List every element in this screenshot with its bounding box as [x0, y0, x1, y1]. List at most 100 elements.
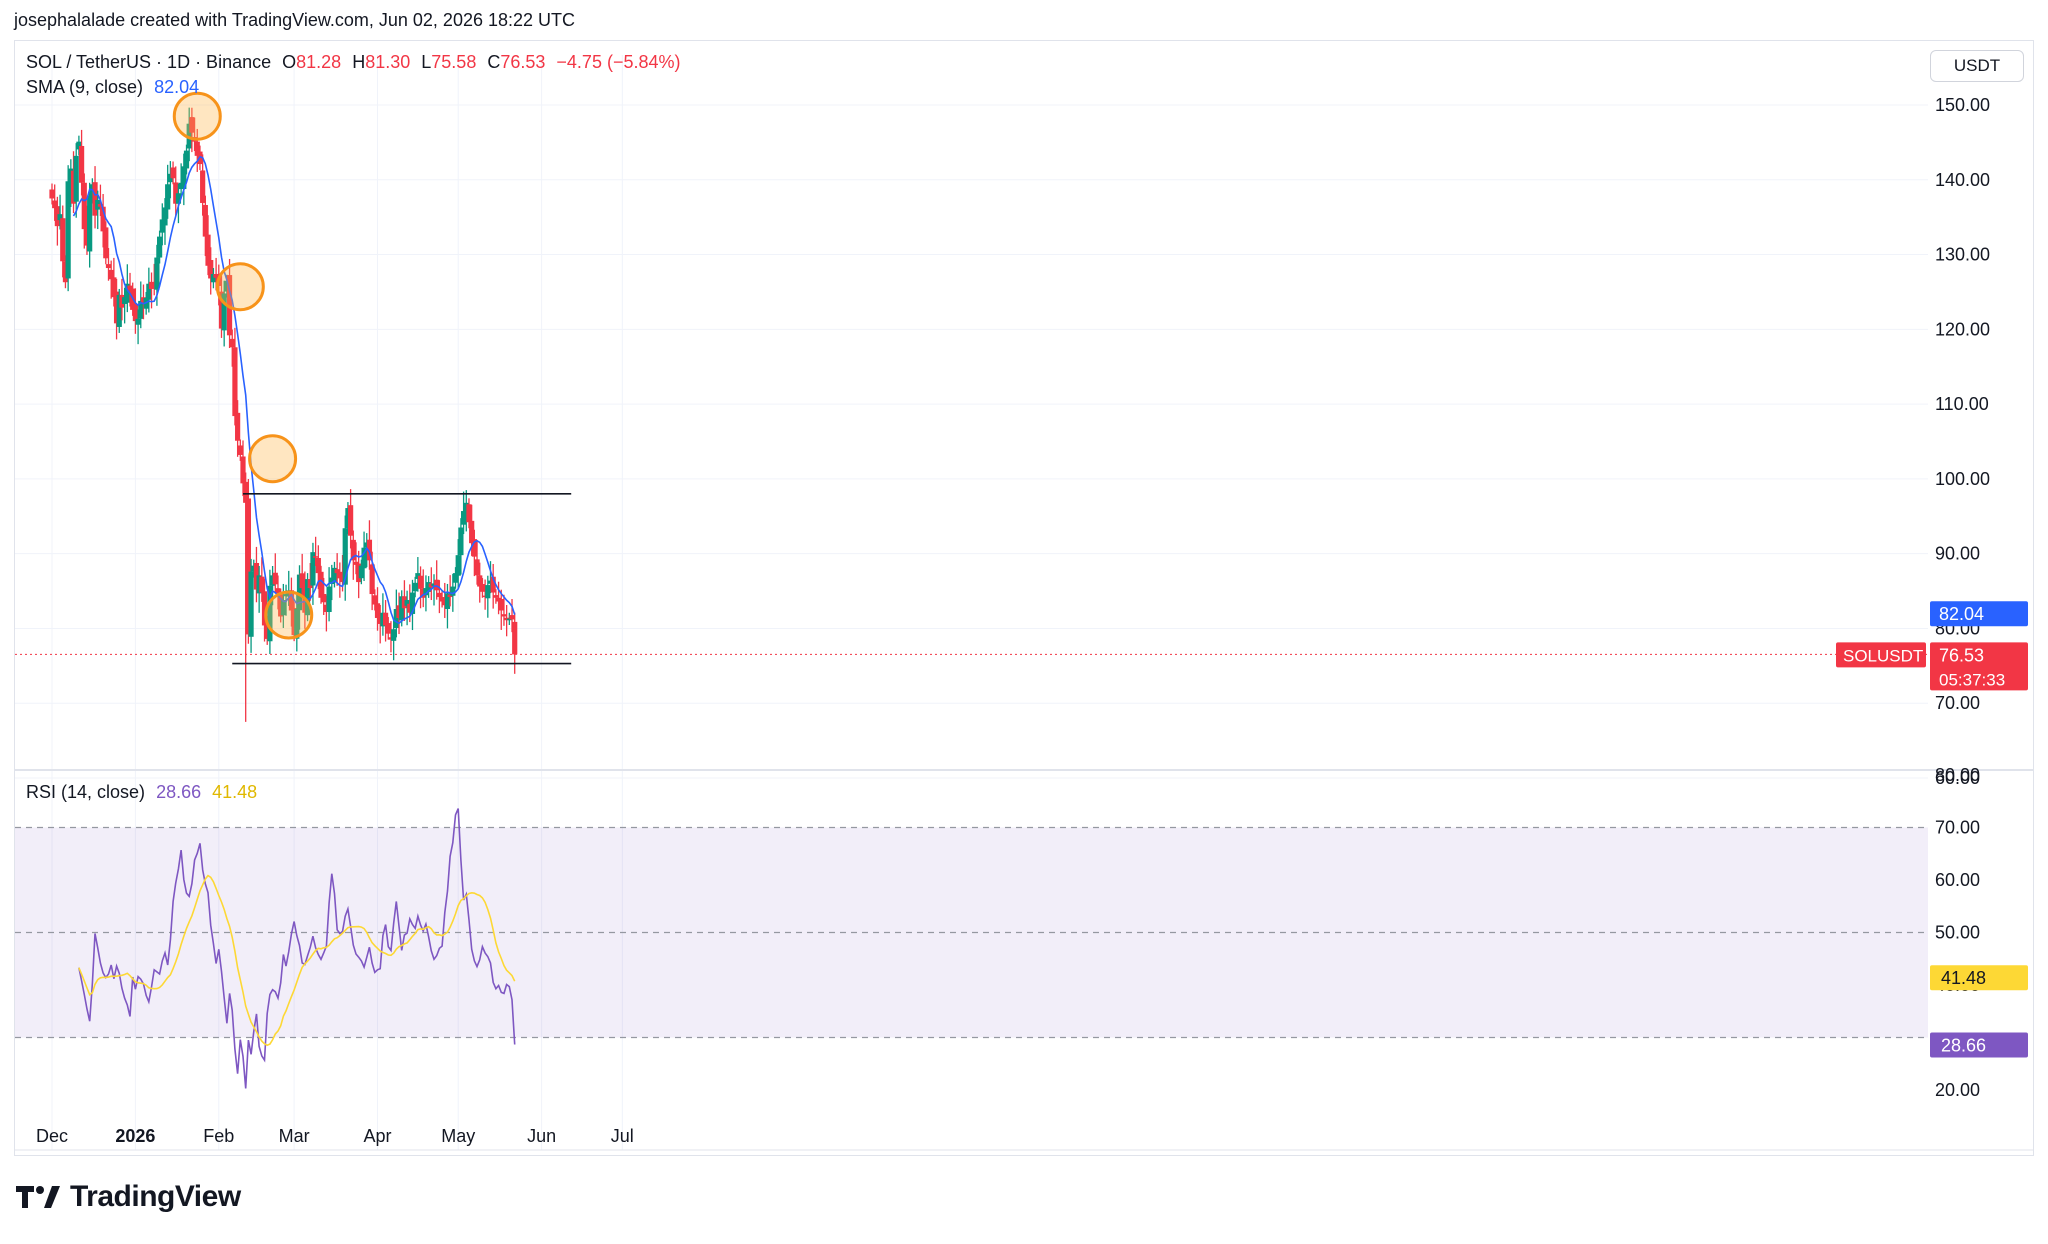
tradingview-logo[interactable]: TradingView [16, 1180, 241, 1214]
candle-body[interactable] [200, 170, 206, 203]
candle-body[interactable] [477, 575, 483, 587]
candle-body[interactable] [399, 596, 405, 621]
candle-body[interactable] [127, 285, 133, 291]
candle-body[interactable] [493, 595, 499, 598]
candle-body[interactable] [442, 599, 448, 606]
candle-body[interactable] [469, 520, 475, 544]
candle-body[interactable] [132, 304, 138, 322]
sma-line[interactable] [72, 155, 516, 625]
candle-body[interactable] [280, 600, 286, 616]
candle-body[interactable] [113, 291, 120, 324]
candle-body[interactable] [485, 585, 491, 599]
candle-body[interactable] [213, 273, 219, 278]
candle-body[interactable] [474, 559, 480, 576]
candle-body[interactable] [404, 600, 410, 606]
candle-body[interactable] [140, 297, 147, 304]
rsi-ma-line[interactable] [78, 874, 516, 1047]
candle-body[interactable] [264, 621, 270, 639]
candle-body[interactable] [348, 505, 354, 536]
candle-body[interactable] [428, 583, 434, 588]
candle-body[interactable] [122, 297, 128, 304]
candle-body[interactable] [76, 141, 82, 150]
candle-body[interactable] [334, 569, 340, 574]
candle-body[interactable] [506, 618, 512, 621]
candle-body[interactable] [105, 264, 112, 269]
highlight-circle[interactable] [172, 91, 222, 141]
candle-body[interactable] [358, 565, 364, 579]
candle-body[interactable] [103, 227, 109, 259]
candle-body[interactable] [380, 612, 386, 627]
candle-body[interactable] [444, 593, 451, 609]
candle-body[interactable] [283, 594, 289, 597]
candle-body[interactable] [60, 218, 66, 262]
candle-body[interactable] [495, 597, 502, 602]
candle-body[interactable] [291, 608, 297, 636]
candle-body[interactable] [318, 571, 324, 598]
candle-body[interactable] [226, 275, 233, 336]
highlight-circle[interactable] [248, 434, 298, 484]
candle-body[interactable] [321, 594, 327, 603]
candle-body[interactable] [490, 576, 496, 593]
candle-body[interactable] [208, 260, 214, 279]
candle-body[interactable] [388, 637, 394, 640]
candle-body[interactable] [436, 592, 442, 598]
candle-body[interactable] [165, 184, 171, 210]
candle-body[interactable] [229, 338, 235, 348]
candle-body[interactable] [412, 582, 418, 592]
candle-body[interactable] [501, 614, 507, 617]
candle-body[interactable] [224, 280, 230, 292]
candle-body[interactable] [434, 579, 440, 591]
candle-body[interactable] [331, 567, 338, 582]
candle-body[interactable] [124, 283, 130, 303]
candle-body[interactable] [81, 182, 87, 230]
candle-body[interactable] [329, 577, 335, 585]
candle-body[interactable] [415, 573, 421, 579]
candle-body[interactable] [487, 580, 494, 584]
candle-body[interactable] [181, 166, 187, 190]
candle-body[interactable] [479, 584, 486, 592]
candle-body[interactable] [138, 300, 144, 319]
candle-body[interactable] [251, 565, 257, 572]
candle-body[interactable] [350, 539, 356, 561]
candle-body[interactable] [167, 173, 173, 183]
candle-body[interactable] [374, 603, 381, 618]
highlight-circle[interactable] [215, 262, 265, 312]
candle-body[interactable] [420, 588, 426, 598]
candle-body[interactable] [396, 605, 402, 618]
candle-body[interactable] [401, 596, 408, 609]
candle-body[interactable] [269, 575, 276, 586]
candle-body[interactable] [253, 562, 260, 590]
candle-body[interactable] [364, 542, 370, 548]
symbol-label[interactable]: SOL / TetherUS · 1D · Binance [26, 52, 272, 72]
candle-body[interactable] [261, 591, 268, 626]
candle-body[interactable] [245, 498, 251, 635]
candle-body[interactable] [356, 563, 362, 583]
candle-body[interactable] [460, 511, 467, 525]
candle-body[interactable] [278, 594, 284, 617]
candle-body[interactable] [512, 621, 518, 655]
candle-body[interactable] [366, 539, 373, 561]
candle-body[interactable] [417, 575, 424, 589]
candle-body[interactable] [154, 257, 160, 290]
candle-body[interactable] [313, 556, 319, 558]
candle-body[interactable] [62, 261, 69, 283]
candle-body[interactable] [100, 206, 106, 232]
candle-body[interactable] [92, 182, 98, 216]
candle-body[interactable] [361, 547, 367, 569]
candle-body[interactable] [183, 150, 190, 169]
candle-body[interactable] [310, 552, 316, 586]
candle-body[interactable] [426, 582, 432, 592]
candle-body[interactable] [466, 504, 472, 523]
candle-body[interactable] [221, 293, 227, 331]
candle-body[interactable] [54, 206, 60, 227]
candle-body[interactable] [210, 273, 217, 283]
candle-body[interactable] [170, 167, 176, 179]
candle-body[interactable] [194, 141, 200, 156]
candle-body[interactable] [323, 604, 329, 612]
candle-body[interactable] [49, 189, 55, 199]
candle-body[interactable] [78, 145, 85, 183]
candle-body[interactable] [178, 182, 184, 190]
candle-body[interactable] [498, 599, 504, 611]
candle-body[interactable] [296, 574, 303, 611]
candle-body[interactable] [353, 561, 359, 565]
